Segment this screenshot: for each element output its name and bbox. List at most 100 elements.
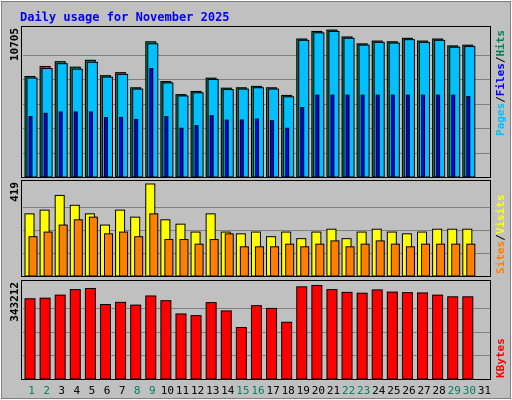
bar-sites — [315, 243, 325, 277]
bar-kbytes — [235, 327, 247, 380]
bar-kbytes — [341, 291, 353, 380]
bar-sites — [330, 240, 340, 277]
bar-kbytes — [160, 300, 172, 380]
bar-sites — [390, 243, 400, 277]
day-label: 6 — [104, 384, 111, 397]
bar-sites — [194, 243, 204, 277]
legend-sites: Sites — [494, 241, 507, 274]
bar-sites — [149, 213, 159, 277]
bar-files — [345, 94, 350, 178]
day-label: 5 — [89, 384, 96, 397]
bar-files — [103, 117, 108, 178]
day-label: 2 — [43, 384, 50, 397]
hits-ymax-label: 10705 — [8, 28, 21, 61]
bar-sites — [360, 243, 370, 277]
bar-sites — [375, 240, 385, 277]
legend-middle: Sites/Visits — [494, 195, 507, 275]
day-label: 30 — [463, 384, 476, 397]
bar-files — [285, 127, 290, 178]
bar-files — [405, 94, 410, 178]
bar-kbytes — [417, 292, 429, 380]
bar-files — [119, 116, 124, 178]
day-label: 29 — [448, 384, 461, 397]
day-label: 22 — [342, 384, 355, 397]
bar-files — [164, 116, 169, 178]
bar-files — [239, 119, 244, 178]
legend-hits: Hits — [494, 30, 507, 57]
legend-visits: Visits — [494, 195, 507, 235]
bar-kbytes — [311, 284, 323, 380]
legend-sep: / — [494, 56, 507, 63]
bar-kbytes — [190, 315, 202, 380]
bar-sites — [270, 246, 280, 277]
day-label: 14 — [221, 384, 235, 397]
bar-files — [451, 94, 456, 178]
legend-pages: Pages — [494, 103, 507, 136]
bar-sites — [405, 246, 415, 277]
day-label: 19 — [297, 384, 310, 397]
day-label: 18 — [282, 384, 295, 397]
bar-sites — [134, 236, 144, 277]
bar-kbytes — [266, 307, 278, 380]
bar-files — [436, 94, 441, 178]
bar-kbytes — [39, 297, 51, 380]
bar-sites — [345, 246, 355, 277]
bar-files — [390, 94, 395, 178]
bar-files — [58, 111, 63, 178]
bar-sites — [119, 231, 129, 277]
bar-files — [28, 116, 33, 178]
bar-sites — [164, 239, 174, 277]
day-label: 11 — [176, 384, 189, 397]
bar-kbytes — [386, 291, 398, 380]
bar-files — [73, 111, 78, 178]
day-label: 26 — [402, 384, 415, 397]
bar-files — [149, 68, 154, 178]
bar-files — [194, 125, 199, 178]
day-label: 1 — [28, 384, 35, 397]
day-label: 4 — [74, 384, 81, 397]
legend-sep: / — [494, 96, 507, 103]
bar-sites — [28, 236, 38, 277]
bar-files — [224, 119, 229, 178]
day-label: 25 — [387, 384, 400, 397]
bar-sites — [88, 216, 98, 277]
bar-kbytes — [175, 313, 187, 380]
legend-sep: / — [494, 234, 507, 241]
bar-files — [315, 94, 320, 178]
day-label: 28 — [433, 384, 446, 397]
day-label: 24 — [372, 384, 386, 397]
bar-kbytes — [447, 296, 459, 380]
day-label: 27 — [417, 384, 430, 397]
bar-files — [43, 112, 48, 178]
bar-files — [421, 94, 426, 178]
bar-kbytes — [401, 292, 413, 380]
bar-sites — [436, 243, 446, 277]
bar-files — [270, 120, 275, 178]
day-label: 12 — [191, 384, 204, 397]
bar-sites — [466, 243, 476, 277]
bar-kbytes — [250, 305, 262, 380]
day-label: 20 — [312, 384, 325, 397]
bar-kbytes — [115, 301, 127, 380]
bar-kbytes — [69, 289, 81, 380]
bar-kbytes — [130, 304, 142, 380]
bar-kbytes — [326, 289, 338, 380]
bar-sites — [58, 224, 68, 277]
bar-files — [254, 118, 259, 178]
day-label: 16 — [251, 384, 264, 397]
bar-kbytes — [205, 302, 217, 380]
bar-kbytes — [371, 289, 383, 380]
bar-files — [360, 94, 365, 178]
bar-kbytes — [99, 304, 111, 380]
bar-kbytes — [281, 321, 293, 380]
bar-sites — [73, 219, 83, 277]
day-label: 17 — [266, 384, 279, 397]
bar-sites — [285, 243, 295, 277]
legend-kbytes: KBytes — [494, 338, 507, 378]
day-label: 15 — [236, 384, 249, 397]
day-label: 10 — [161, 384, 174, 397]
day-label: 3 — [58, 384, 65, 397]
